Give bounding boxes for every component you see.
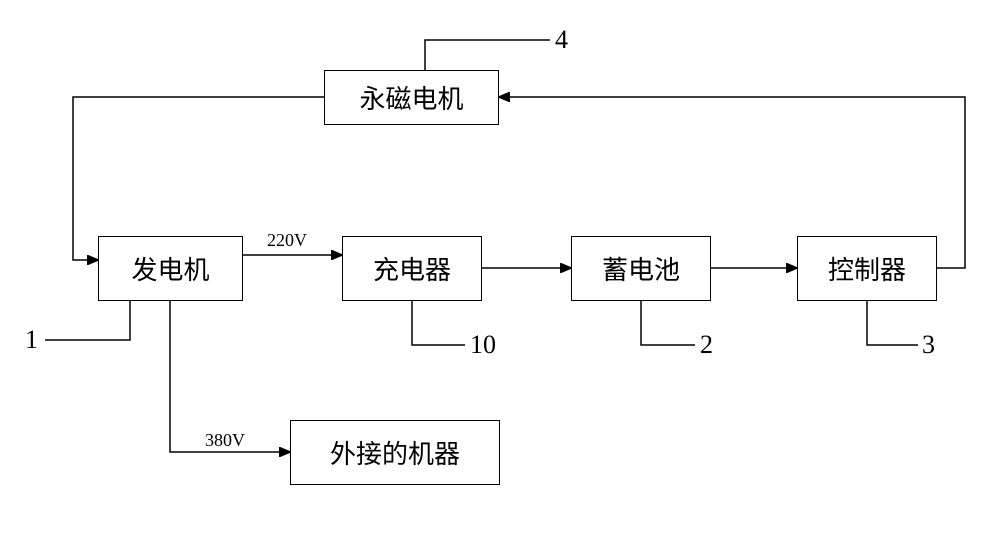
node-battery: 蓄电池 — [571, 236, 711, 301]
node-charger-label: 充电器 — [373, 250, 451, 287]
node-pm-motor-label: 永磁电机 — [359, 79, 463, 116]
leader-2 — [641, 301, 695, 345]
leader-3 — [867, 301, 918, 345]
ref-num-controller: 3 — [922, 330, 935, 360]
edge-label-220v: 220V — [267, 230, 307, 251]
node-external: 外接的机器 — [290, 420, 500, 485]
node-controller: 控制器 — [797, 236, 937, 301]
ref-num-charger: 10 — [470, 330, 496, 360]
ref-num-generator: 1 — [25, 325, 38, 355]
node-battery-label: 蓄电池 — [602, 250, 680, 287]
ref-num-battery: 2 — [700, 330, 713, 360]
ref-num-pm-motor: 4 — [555, 25, 568, 55]
node-controller-label: 控制器 — [828, 250, 906, 287]
node-generator: 发电机 — [98, 236, 243, 301]
leader-10 — [412, 301, 465, 345]
node-pm-motor: 永磁电机 — [324, 70, 499, 125]
leader-1 — [45, 301, 130, 340]
node-generator-label: 发电机 — [131, 250, 209, 287]
leader-4 — [425, 40, 550, 70]
node-external-label: 外接的机器 — [330, 434, 460, 471]
node-charger: 充电器 — [342, 236, 482, 301]
edge-label-380v: 380V — [205, 430, 245, 451]
